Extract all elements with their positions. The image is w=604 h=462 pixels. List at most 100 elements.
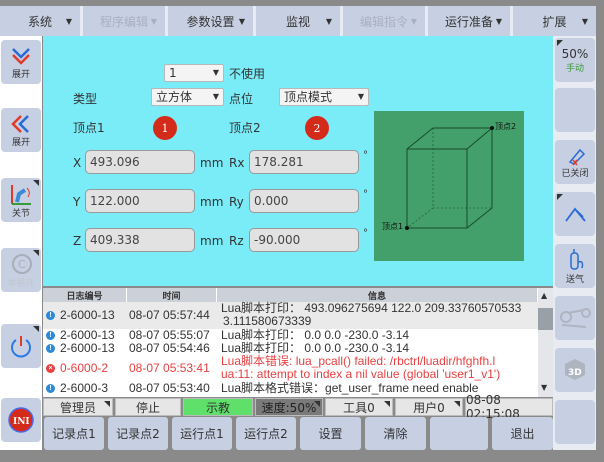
menu-edit-instruction[interactable]: 编辑指令 ▼ bbox=[343, 6, 425, 36]
log-message: Lua脚本打印： 493.096275694 122.0 209.3376057… bbox=[221, 301, 522, 315]
menu-extend[interactable]: 扩展 ▼ bbox=[513, 6, 596, 36]
user-frame-status[interactable]: 用户0 bbox=[395, 398, 463, 416]
corner-indicator bbox=[33, 250, 39, 256]
status-text: 管理员 bbox=[59, 400, 96, 415]
speed-status[interactable]: 速度:50% bbox=[255, 398, 323, 416]
scrollbar-thumb[interactable] bbox=[538, 308, 553, 330]
torch-closed-button[interactable]: 已关闭 bbox=[555, 140, 595, 184]
menu-monitor[interactable]: 监视 ▼ bbox=[256, 6, 340, 36]
menu-label: 参数设置 bbox=[186, 14, 235, 29]
power-icon bbox=[11, 336, 31, 358]
blank-button[interactable] bbox=[430, 417, 488, 450]
scroll-up-icon[interactable]: ▲ bbox=[541, 291, 548, 300]
exit-button[interactable]: 退出 bbox=[492, 417, 553, 450]
blank-button[interactable] bbox=[555, 88, 595, 132]
ini-button[interactable]: INI bbox=[1, 398, 41, 442]
column-header-time[interactable]: 时间 bbox=[127, 288, 217, 302]
run-point2-button[interactable]: 运行点2 bbox=[236, 417, 296, 450]
rz-input[interactable]: -90.000 bbox=[249, 228, 359, 252]
diagram-vertex2-label: 顶点2 bbox=[495, 122, 517, 131]
scroll-down-icon[interactable]: ▼ bbox=[541, 383, 548, 392]
run-point1-button[interactable]: 运行点1 bbox=[172, 417, 232, 450]
weld-gun-button[interactable] bbox=[555, 192, 595, 236]
expand-label: 展开 bbox=[11, 69, 30, 80]
expand-down-button[interactable]: 展开 bbox=[1, 40, 41, 84]
cube-wireframe bbox=[405, 126, 494, 230]
log-time: 08-07 05:55:07 bbox=[129, 328, 210, 342]
ry-input[interactable]: 0.000 bbox=[249, 189, 359, 213]
status-text: 工具0 bbox=[343, 400, 375, 415]
3d-cube-icon: 3D bbox=[565, 359, 585, 380]
blank-button[interactable] bbox=[555, 400, 595, 444]
z-label: Z bbox=[73, 234, 82, 248]
settings-button[interactable]: 设置 bbox=[300, 417, 361, 450]
log-scrollbar[interactable]: ▲ ▼ bbox=[538, 288, 553, 397]
cycle-icon: C bbox=[12, 253, 32, 274]
cycle-button[interactable]: C 单循环 bbox=[1, 248, 41, 292]
rx-input[interactable]: 178.281 bbox=[249, 150, 359, 174]
corner-indicator bbox=[33, 180, 39, 186]
robot-arm-disabled-icon bbox=[560, 308, 591, 328]
index-select[interactable]: 1 ▼ bbox=[164, 64, 224, 82]
joint-button[interactable]: 关节 bbox=[1, 178, 41, 222]
log-code: 2-6000-3 bbox=[60, 381, 109, 395]
column-header-code[interactable]: 日志编号 bbox=[43, 288, 127, 302]
expand-label: 展开 bbox=[11, 137, 30, 148]
column-header-info[interactable]: 信息 bbox=[217, 288, 538, 302]
3d-view-button[interactable]: 3D bbox=[555, 348, 595, 392]
select-value: 1 bbox=[169, 66, 177, 80]
user-role-status[interactable]: 管理员 bbox=[43, 398, 113, 416]
power-button[interactable] bbox=[1, 324, 41, 368]
menu-parameter-settings[interactable]: 参数设置 ▼ bbox=[168, 6, 253, 36]
log-message-cont: 3.111580673339 bbox=[223, 314, 312, 328]
clear-button[interactable]: 清除 bbox=[365, 417, 426, 450]
joint-label: 关节 bbox=[11, 208, 30, 219]
degree-label: ° bbox=[363, 228, 368, 239]
menu-bar: 系统 ▼ 程序编辑 ▼ 参数设置 ▼ 监视 ▼ 编辑指令 ▼ 运行准备 ▼ 扩展 ▼ bbox=[0, 6, 596, 36]
menu-label: 程序编辑 bbox=[99, 14, 148, 29]
status-text: 停止 bbox=[135, 400, 160, 415]
vertex1-marker[interactable]: 1 bbox=[153, 116, 177, 140]
robot-view-button[interactable] bbox=[555, 296, 595, 340]
vertex2-marker[interactable]: 2 bbox=[305, 116, 329, 140]
type-select[interactable]: 立方体 ▼ bbox=[151, 88, 224, 106]
menu-system[interactable]: 系统 ▼ bbox=[0, 6, 80, 36]
degree-label: ° bbox=[363, 189, 368, 200]
info-icon: ! bbox=[46, 311, 55, 320]
x-label: X bbox=[73, 156, 82, 170]
gas-button[interactable]: 送气 bbox=[555, 244, 595, 288]
chevron-down-icon: ▼ bbox=[581, 16, 588, 26]
menu-label: 运行准备 bbox=[444, 14, 493, 29]
menu-run-prepare[interactable]: 运行准备 ▼ bbox=[428, 6, 510, 36]
y-label: Y bbox=[73, 195, 81, 209]
record-point1-button[interactable]: 记录点1 bbox=[44, 417, 104, 450]
x-input[interactable]: 493.096 bbox=[85, 150, 195, 174]
log-code: 2-6000-13 bbox=[60, 328, 115, 342]
double-chevron-down-icon bbox=[12, 47, 30, 65]
datetime-status: 08-08 02:15:08 bbox=[465, 393, 553, 421]
tool-status[interactable]: 工具0 bbox=[325, 398, 393, 416]
ini-logo-icon: INI bbox=[8, 407, 34, 433]
table-row[interactable]: ! 2-6000-3 08-07 05:53:40 Lua脚本格式错误：get_… bbox=[43, 382, 538, 395]
speed-button[interactable]: 50% 手动 bbox=[555, 38, 595, 82]
corner-indicator bbox=[33, 326, 39, 332]
menu-label: 系统 bbox=[27, 14, 52, 29]
record-point2-button[interactable]: 记录点2 bbox=[108, 417, 168, 450]
torch-status-label: 已关闭 bbox=[561, 168, 589, 179]
bottom-button-bar: 记录点1 记录点2 运行点1 运行点2 设置 清除 退出 bbox=[43, 417, 553, 450]
status-text: 示教 bbox=[205, 400, 230, 415]
table-row[interactable]: ! 2-6000-13 08-07 05:54:46 Lua脚本打印： 0.0 … bbox=[43, 342, 538, 355]
status-bar: 管理员 停止 示教 速度:50% 工具0 用户0 08-08 02:15:08 bbox=[43, 393, 553, 421]
table-row[interactable]: × 0-6000-2 08-07 05:53:41 Lua脚本错误: lua_p… bbox=[43, 355, 538, 382]
z-input[interactable]: 409.338 bbox=[85, 228, 195, 252]
table-row[interactable]: ! 2-6000-13 08-07 05:57:44 Lua脚本打印： 493.… bbox=[43, 302, 538, 329]
expand-left-button[interactable]: 展开 bbox=[1, 108, 41, 152]
select-value: 顶点模式 bbox=[284, 90, 333, 104]
corner-indicator bbox=[384, 401, 390, 407]
y-input[interactable]: 122.000 bbox=[85, 189, 195, 213]
menu-program-edit[interactable]: 程序编辑 ▼ bbox=[83, 6, 165, 36]
teach-mode-status[interactable]: 示教 bbox=[183, 398, 253, 416]
info-icon: ! bbox=[46, 331, 55, 340]
point-mode-select[interactable]: 顶点模式 ▼ bbox=[279, 88, 369, 106]
table-row[interactable]: ! 2-6000-13 08-07 05:55:07 Lua脚本打印： 0.0 … bbox=[43, 329, 538, 342]
